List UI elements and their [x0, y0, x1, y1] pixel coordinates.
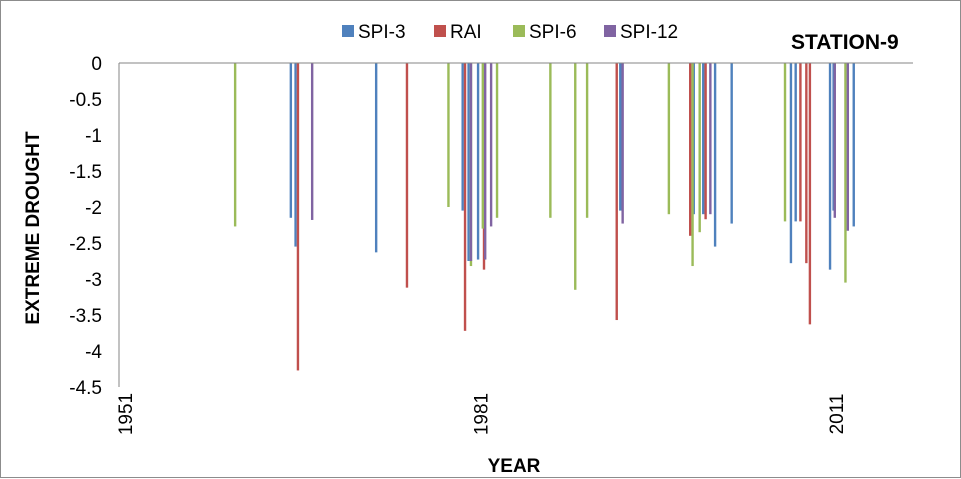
y-tick-label: -1.5	[69, 162, 102, 183]
bar-spi-3	[794, 63, 797, 222]
legend-label-rai: RAI	[450, 22, 482, 43]
legend-swatch-spi-3	[342, 25, 354, 37]
y-tick-label: -3.5	[69, 306, 102, 327]
bar-spi-6	[549, 63, 552, 218]
y-tick-label: -2	[85, 198, 102, 219]
x-tick-labels: 1951 1981 2011	[116, 393, 848, 435]
bar-spi-12	[833, 63, 836, 218]
bar-spi-3	[374, 63, 378, 253]
y-tick-label: -4.5	[69, 378, 102, 399]
bar-rai	[799, 63, 802, 222]
bar-spi-3	[789, 63, 793, 264]
bar-spi-6	[481, 63, 485, 229]
bar-spi-12	[310, 63, 314, 220]
bar-spi-6	[667, 63, 671, 215]
bar-spi-3	[467, 63, 470, 261]
bar-spi-6	[698, 63, 701, 233]
y-tick-labels: 0 -0.5 -1 -1.5 -2 -2.5 -3 -3.5 -4 -4.5	[69, 54, 102, 399]
y-tick-label: -1	[85, 126, 102, 147]
bar-spi-6	[585, 63, 589, 218]
bar-spi-12	[709, 63, 712, 215]
x-axis-title: YEAR	[488, 456, 541, 477]
bar-spi-12	[846, 63, 850, 231]
legend-swatch-spi-12	[604, 25, 616, 37]
y-tick-label: -2.5	[69, 234, 102, 255]
legend: SPI-3 RAI SPI-6 SPI-12	[342, 22, 678, 43]
bar-rai	[296, 63, 300, 371]
bar-rai	[463, 63, 467, 331]
bar-rai	[805, 63, 808, 264]
bar-rai	[405, 63, 409, 288]
bar-spi-6	[495, 63, 499, 218]
bar-spi-3	[828, 63, 832, 270]
x-tick-label: 2011	[827, 394, 848, 435]
bar-spi-3	[852, 63, 855, 227]
x-tick-label: 1951	[116, 393, 137, 435]
bar-spi-3	[294, 63, 297, 247]
bar-spi-3	[702, 63, 705, 215]
bar-rai	[704, 63, 707, 220]
y-tick-label: -3	[85, 270, 102, 291]
bar-rai	[689, 63, 692, 236]
legend-label-spi-12: SPI-12	[620, 22, 678, 43]
bar-spi-6	[233, 63, 237, 227]
legend-swatch-rai	[434, 25, 446, 37]
bar-spi-3	[461, 63, 464, 211]
y-axis-title: EXTREME DROUGHT	[23, 131, 44, 325]
bar-spi-12	[621, 63, 624, 224]
legend-label-spi-6: SPI-6	[529, 22, 577, 43]
legend-label-spi-3: SPI-3	[358, 22, 406, 43]
bar-spi-12	[483, 63, 487, 260]
bar-spi-6	[691, 63, 694, 267]
y-tick-label: -4	[85, 342, 102, 363]
bar-spi-12	[469, 63, 473, 261]
legend-swatch-spi-6	[513, 25, 525, 37]
bars-layer	[233, 63, 855, 371]
bar-spi-3	[476, 63, 480, 260]
y-tick-label: 0	[91, 54, 102, 75]
bar-spi-3	[730, 63, 733, 224]
x-tick-label: 1981	[472, 393, 493, 435]
y-tick-label: -0.5	[69, 90, 102, 111]
bar-rai	[615, 63, 618, 321]
bar-spi-3	[289, 63, 293, 218]
bar-spi-3	[619, 63, 622, 211]
bar-spi-6	[574, 63, 577, 290]
bar-spi-6	[783, 63, 787, 222]
bar-spi-6	[447, 63, 450, 207]
bar-spi-3	[713, 63, 717, 247]
bar-spi-12	[489, 63, 493, 227]
chart-title: STATION-9	[791, 31, 899, 54]
bar-spi-6	[844, 63, 847, 283]
bar-rai	[808, 63, 812, 325]
